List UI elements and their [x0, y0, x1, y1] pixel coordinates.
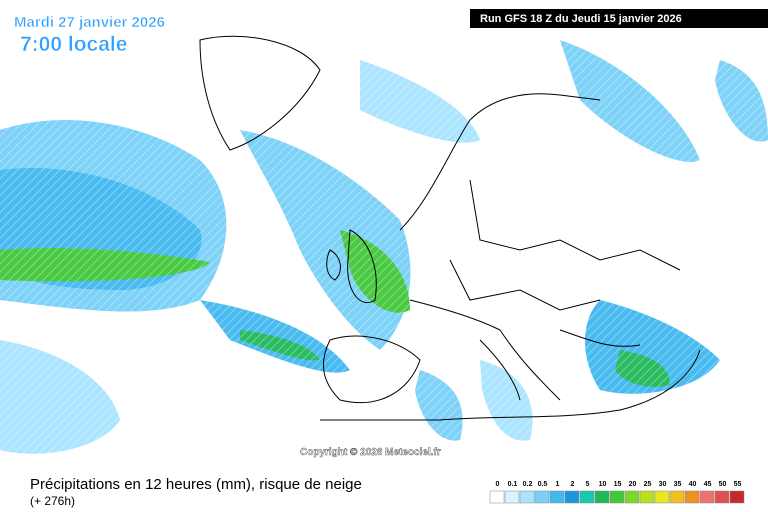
precipitation — [0, 0, 768, 468]
legend-label: 40 — [689, 481, 697, 488]
legend-swatch — [714, 490, 730, 504]
legend-label: 0.1 — [508, 481, 518, 488]
legend-label: 0.5 — [538, 481, 548, 488]
copyright: Copyright © 2026 Meteociel.fr — [300, 447, 441, 458]
legend-swatch — [729, 490, 745, 504]
legend-swatch — [699, 490, 715, 504]
run-info: Run GFS 18 Z du Jeudi 15 janvier 2026 — [480, 13, 682, 25]
legend-swatch — [579, 490, 595, 504]
legend-label: 35 — [674, 481, 682, 488]
legend-label: 45 — [704, 481, 712, 488]
legend-swatch — [684, 490, 700, 504]
legend-label: 5 — [586, 481, 590, 488]
lead-time: (+ 276h) — [30, 494, 75, 508]
footer-panel — [0, 468, 768, 512]
valid-date: Mardi 27 janvier 2026 — [14, 14, 165, 31]
legend-label: 55 — [734, 481, 742, 488]
legend-swatch — [594, 490, 610, 504]
legend-swatch — [654, 490, 670, 504]
valid-time: 7:00 locale — [20, 33, 127, 56]
legend-swatch — [489, 490, 505, 504]
legend-label: 15 — [614, 481, 622, 488]
legend-swatch — [669, 490, 685, 504]
legend: 0 0.1 0.2 0.5 1 2 5 10 15 20 25 30 35 40 45 50 55 — [489, 481, 745, 504]
legend-label: 50 — [719, 481, 727, 488]
legend-swatch — [519, 490, 535, 504]
legend-label: 25 — [644, 481, 652, 488]
legend-swatch — [549, 490, 565, 504]
legend-label: 20 — [629, 481, 637, 488]
coastlines — [199, 35, 701, 421]
legend-swatch — [609, 490, 625, 504]
legend-swatch — [639, 490, 655, 504]
legend-label: 30 — [659, 481, 667, 488]
legend-swatch — [534, 490, 550, 504]
legend-label: 1 — [556, 481, 560, 488]
legend-label: 10 — [599, 481, 607, 488]
legend-label: 0.2 — [523, 481, 533, 488]
legend-label: 2 — [571, 481, 575, 488]
run-banner — [470, 9, 768, 28]
legend-swatch — [564, 490, 580, 504]
legend-label: 0 — [496, 481, 500, 488]
legend-swatch — [624, 490, 640, 504]
footer-title: Précipitations en 12 heures (mm), risque… — [30, 476, 362, 493]
legend-swatch — [504, 490, 520, 504]
